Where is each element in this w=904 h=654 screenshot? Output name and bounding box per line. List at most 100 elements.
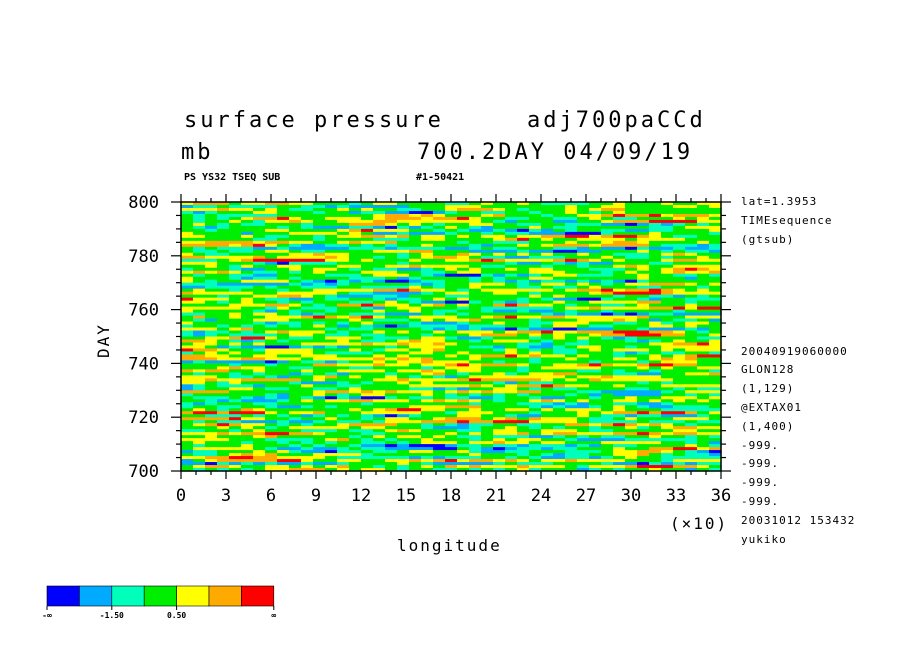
heatmap-cell (565, 450, 578, 454)
heatmap-cell (613, 465, 626, 469)
heatmap-cell (385, 411, 398, 415)
heatmap-cell (181, 330, 194, 335)
heatmap-cell (637, 432, 650, 436)
heatmap-cell (397, 222, 410, 227)
heatmap-cell (577, 321, 590, 326)
heatmap-cell (433, 237, 446, 242)
heatmap-cell (481, 351, 494, 356)
heatmap-cell (697, 405, 710, 409)
heatmap-cell (289, 396, 302, 400)
heatmap-cell (337, 330, 350, 335)
heatmap-cell (409, 402, 422, 406)
heatmap-cell (193, 309, 206, 314)
heatmap-cell (517, 213, 530, 218)
heatmap-cell (421, 435, 434, 439)
heatmap-cell (553, 255, 566, 260)
heatmap-cell (637, 381, 650, 385)
heatmap-cell (385, 327, 398, 332)
heatmap-cell (397, 202, 410, 206)
heatmap-cell (445, 255, 458, 260)
heatmap-cell (625, 369, 638, 373)
heatmap-cell (493, 399, 506, 403)
heatmap-cell (421, 297, 434, 302)
heatmap-cell (277, 222, 290, 227)
heatmap-cell (277, 255, 290, 260)
heatmap-cell (421, 222, 434, 227)
heatmap-cell (637, 333, 650, 338)
heatmap-cell (373, 228, 386, 233)
heatmap-cell (577, 333, 590, 338)
heatmap-cell (385, 294, 398, 299)
heatmap-cell (313, 432, 326, 436)
heatmap-cell (265, 252, 278, 257)
heatmap-cell (349, 279, 362, 284)
heatmap-cell (481, 438, 494, 442)
heatmap-cell (625, 243, 638, 248)
heatmap-cell (697, 465, 710, 469)
heatmap-cell (673, 294, 686, 299)
heatmap-cell (601, 399, 614, 403)
heatmap-cell (349, 444, 362, 448)
side-info-missing-1: -999. (741, 439, 780, 452)
heatmap-cell (385, 423, 398, 427)
heatmap-cell (553, 447, 566, 451)
heatmap-cell (457, 438, 470, 442)
heatmap-cell (265, 285, 278, 290)
heatmap-cell (337, 378, 350, 382)
heatmap-cell (421, 423, 434, 427)
heatmap-cell (625, 312, 638, 317)
heatmap-cell (457, 249, 470, 254)
heatmap-cell (373, 426, 386, 430)
heatmap-cell (601, 432, 614, 436)
heatmap-cell (205, 300, 218, 305)
heatmap-cell (673, 354, 686, 359)
heatmap-cell (229, 303, 242, 308)
heatmap-cell (361, 255, 374, 260)
heatmap-cell (361, 246, 374, 251)
heatmap-cell (445, 225, 458, 230)
heatmap-cell (553, 405, 566, 409)
heatmap-cell (361, 282, 374, 287)
heatmap-cell (517, 228, 530, 233)
heatmap-cell (565, 453, 578, 457)
heatmap-cell (193, 252, 206, 257)
heatmap-cell (469, 273, 482, 278)
heatmap-cell (277, 330, 290, 335)
heatmap-cell (685, 393, 698, 397)
heatmap-cell (253, 333, 266, 338)
heatmap-cell (313, 270, 326, 275)
heatmap-cell (433, 390, 446, 394)
heatmap-cell (181, 453, 194, 457)
heatmap-cell (661, 456, 674, 460)
heatmap-cell (637, 435, 650, 439)
heatmap-cell (181, 204, 194, 209)
heatmap-cell (361, 327, 374, 332)
heatmap-cell (709, 216, 722, 221)
heatmap-cell (445, 279, 458, 284)
heatmap-cell (697, 324, 710, 329)
heatmap-cell (613, 306, 626, 311)
heatmap-cell (517, 390, 530, 394)
heatmap-cell (601, 411, 614, 415)
heatmap-cell (553, 372, 566, 376)
heatmap-cell (637, 261, 650, 266)
heatmap-cell (505, 327, 518, 332)
heatmap-cell (217, 306, 230, 311)
heatmap-cell (625, 288, 638, 293)
heatmap-cell (433, 363, 446, 367)
heatmap-cell (661, 210, 674, 215)
heatmap-cell (253, 210, 266, 215)
heatmap-cell (565, 354, 578, 359)
heatmap-cell (589, 354, 602, 359)
heatmap-cell (565, 273, 578, 278)
heatmap-cell (673, 270, 686, 275)
heatmap-cell (709, 267, 722, 272)
heatmap-cell (601, 228, 614, 233)
heatmap-cell (709, 354, 722, 359)
heatmap-cell (373, 402, 386, 406)
heatmap-cell (529, 240, 542, 245)
heatmap-cell (709, 378, 722, 382)
heatmap-cell (433, 456, 446, 460)
heatmap-cell (313, 375, 326, 379)
heatmap-cell (601, 438, 614, 442)
